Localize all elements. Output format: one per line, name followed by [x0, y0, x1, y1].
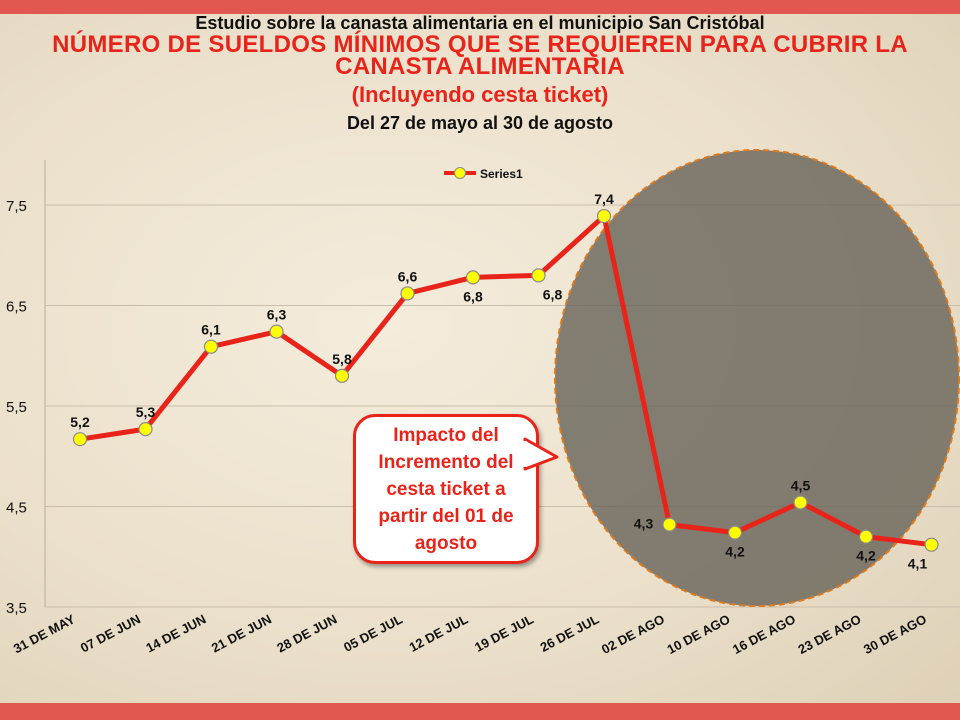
chart-titles: Estudio sobre la canasta alimentaria en … [0, 12, 960, 136]
data-label: 6,8 [543, 286, 563, 302]
data-label: 5,3 [136, 404, 156, 420]
legend-label: Series1 [480, 167, 523, 181]
data-label: 6,6 [398, 268, 418, 284]
y-tick-label: 3,5 [6, 600, 27, 617]
subtitle: (Incluyendo cesta ticket) [351, 82, 609, 107]
data-label: 4,3 [634, 516, 654, 532]
x-tick-label: 30 DE AGO [861, 611, 929, 657]
main-title-line-2: CANASTA ALIMENTARIA [335, 53, 625, 80]
data-point [924, 537, 939, 552]
x-tick-label: 28 DE JUN [274, 611, 339, 655]
data-point [465, 270, 481, 285]
data-label: 4,5 [791, 477, 811, 493]
series-line [77, 213, 934, 548]
x-tick-label: 14 DE JUN [143, 611, 208, 655]
x-tick-label: 26 DE JUL [538, 611, 602, 654]
x-tick-label: 21 DE JUN [209, 611, 274, 655]
data-label: 4,2 [725, 544, 745, 560]
top-band [0, 0, 960, 14]
data-label: 4,2 [856, 548, 876, 564]
x-tick-label: 16 DE AGO [730, 611, 798, 657]
data-point [793, 495, 808, 510]
x-tick-label: 07 DE JUN [78, 611, 143, 655]
y-tick-label: 7,5 [6, 198, 27, 215]
data-point [596, 208, 612, 224]
data-point [72, 432, 88, 447]
x-tick-label: 19 DE JUL [472, 611, 536, 654]
data-label: 7,4 [594, 191, 614, 207]
data-point [727, 525, 743, 540]
data-label: 6,1 [201, 322, 221, 338]
highlight-ellipse [554, 149, 960, 607]
data-point [334, 368, 350, 383]
data-label: 5,2 [70, 414, 90, 430]
data-point [400, 286, 415, 301]
data-label: 5,8 [332, 351, 352, 367]
y-tick-label: 5,5 [6, 399, 27, 416]
data-label: 4,1 [908, 556, 928, 572]
data-point [269, 324, 284, 339]
bottom-band [0, 703, 960, 720]
x-tick-label: 02 DE AGO [599, 611, 667, 657]
main-title-line-1: NÚMERO DE SUELDOS MÍNIMOS QUE SE REQUIER… [52, 31, 908, 58]
impact-callout: Impacto del Incremento del cesta ticket … [353, 414, 539, 564]
study-title: Estudio sobre la canasta alimentaria en … [195, 13, 765, 33]
data-point [858, 529, 874, 544]
data-point [531, 268, 546, 283]
data-point [138, 422, 153, 437]
x-tick-label: 10 DE AGO [665, 611, 733, 657]
callout-pointer [523, 437, 559, 471]
y-tick-label: 4,5 [6, 500, 27, 517]
x-tick-label: 12 DE JUL [407, 611, 471, 654]
x-tick-label: 23 DE AGO [796, 611, 864, 657]
data-label: 6,3 [267, 307, 287, 323]
date-range: Del 27 de mayo al 30 de agosto [346, 113, 614, 133]
data-point [662, 517, 677, 532]
y-tick-label: 6,5 [6, 299, 27, 316]
callout-text: Impacto del Incremento del cesta ticket … [378, 424, 514, 554]
x-tick-label: 31 DE MAY [11, 611, 78, 656]
data-point [203, 339, 219, 354]
legend-marker [454, 167, 466, 179]
data-label: 6,8 [463, 288, 483, 304]
x-tick-label: 05 DE JUL [341, 611, 405, 654]
